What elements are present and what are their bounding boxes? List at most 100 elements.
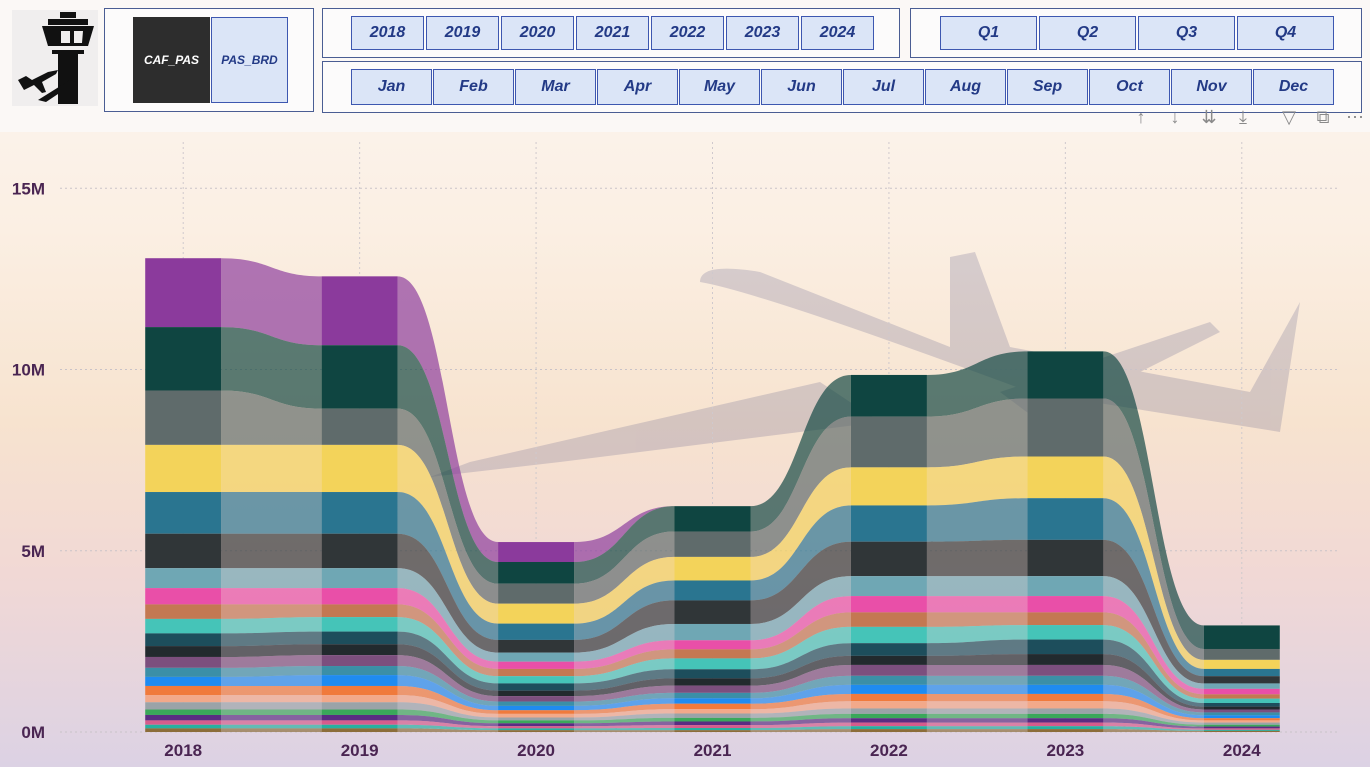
ribbon-segment-s11-2020[interactable]: [498, 690, 575, 697]
ribbon-segment-s18-2018[interactable]: [145, 709, 222, 715]
ribbon-connector-s13-4[interactable]: [926, 675, 1028, 685]
ribbon-connector-s20-2[interactable]: [574, 725, 675, 729]
ribbon-connector-s0-0[interactable]: [221, 258, 322, 346]
ribbon-connector-s14-5[interactable]: [1103, 684, 1204, 719]
ribbon-segment-s19-2020[interactable]: [498, 723, 575, 727]
ribbon-segment-s4-2020[interactable]: [498, 623, 575, 640]
ribbon-segment-s0-2018[interactable]: [145, 258, 222, 328]
ribbon-connector-s4-4[interactable]: [926, 498, 1028, 542]
ribbon-connector-s21-4[interactable]: [926, 726, 1028, 730]
filter-icon[interactable]: ▽: [1282, 106, 1296, 127]
ribbon-segment-s1-2018[interactable]: [145, 327, 222, 391]
ribbon-segment-s13-2018[interactable]: [145, 667, 222, 677]
ribbon-segment-s3-2022[interactable]: [850, 467, 927, 506]
ribbon-connector-s6-4[interactable]: [926, 576, 1028, 597]
ribbon-connector-s10-3[interactable]: [750, 643, 851, 679]
month-button-mar[interactable]: Mar: [515, 69, 596, 105]
ribbon-connector-s20-5[interactable]: [1103, 722, 1204, 730]
ribbon-connector-s8-1[interactable]: [397, 604, 499, 677]
more-options-icon[interactable]: ⋯: [1346, 106, 1364, 127]
ribbon-segment-s9-2019[interactable]: [321, 617, 398, 632]
ribbon-connector-s5-2[interactable]: [574, 600, 675, 653]
ribbon-connector-s2-4[interactable]: [926, 398, 1028, 468]
ribbon-segment-s13-2019[interactable]: [321, 666, 398, 676]
ribbon-segment-s6-2018[interactable]: [145, 568, 222, 589]
ribbon-segment-s14-2021[interactable]: [674, 698, 751, 704]
ribbon-connector-s9-4[interactable]: [926, 625, 1028, 644]
month-button-dec[interactable]: Dec: [1253, 69, 1334, 105]
ribbon-segment-s18-2020[interactable]: [498, 720, 575, 724]
ribbon-segment-s7-2018[interactable]: [145, 588, 222, 605]
ribbon-connector-s18-1[interactable]: [397, 709, 499, 724]
ribbon-segment-s2-2021[interactable]: [674, 531, 751, 557]
ribbon-segment-s6-2022[interactable]: [850, 576, 927, 597]
ribbon-connector-s13-0[interactable]: [221, 666, 322, 677]
ribbon-segment-s0-2020[interactable]: [498, 542, 575, 562]
ribbon-connector-s15-1[interactable]: [397, 685, 499, 714]
ribbon-segment-s17-2023[interactable]: [1027, 708, 1104, 714]
ribbon-connector-s11-1[interactable]: [397, 644, 499, 697]
ribbon-segment-s5-2019[interactable]: [321, 533, 398, 569]
ribbon-segment-s11-2021[interactable]: [674, 678, 751, 686]
ribbon-segment-s7-2023[interactable]: [1027, 596, 1104, 613]
ribbon-segment-s21-2020[interactable]: [498, 728, 575, 731]
ribbon-connector-s7-5[interactable]: [1103, 596, 1204, 695]
ribbon-connector-s16-4[interactable]: [926, 701, 1028, 709]
ribbon-connector-s18-3[interactable]: [750, 713, 851, 722]
ribbon-connector-s10-0[interactable]: [221, 631, 322, 647]
ribbon-segment-s5-2022[interactable]: [850, 541, 927, 577]
ribbon-segment-s20-2018[interactable]: [145, 720, 222, 725]
ribbon-connector-s0-1[interactable]: [397, 276, 499, 562]
ribbon-connector-s13-3[interactable]: [750, 675, 851, 699]
ribbon-segment-s1-2021[interactable]: [674, 506, 751, 532]
ribbon-connector-s20-0[interactable]: [221, 720, 322, 725]
ribbon-connector-s18-4[interactable]: [926, 713, 1028, 719]
ribbon-connector-s12-0[interactable]: [221, 655, 322, 668]
ribbon-segment-s4-2018[interactable]: [145, 492, 222, 534]
expand-hierarchy-icon[interactable]: ⤓: [1239, 106, 1247, 127]
ribbon-connector-s14-1[interactable]: [397, 675, 499, 711]
ribbon-segment-s11-2024[interactable]: [1203, 706, 1280, 710]
ribbon-segment-s14-2022[interactable]: [850, 684, 927, 694]
ribbon-connector-s15-0[interactable]: [221, 685, 322, 696]
ribbon-connector-s11-4[interactable]: [926, 654, 1028, 665]
ribbon-connector-s17-0[interactable]: [221, 702, 322, 710]
ribbon-segment-s12-2024[interactable]: [1203, 709, 1280, 713]
ribbon-connector-s8-4[interactable]: [926, 612, 1028, 627]
ribbon-segment-s18-2022[interactable]: [850, 713, 927, 719]
quarter-button-q3[interactable]: Q3: [1138, 16, 1235, 50]
ribbon-segment-s14-2023[interactable]: [1027, 684, 1104, 694]
ribbon-segment-s5-2020[interactable]: [498, 639, 575, 653]
ribbon-connector-s1-0[interactable]: [221, 327, 322, 409]
ribbon-segment-s22-2018[interactable]: [145, 728, 222, 732]
ribbon-connector-s1-2[interactable]: [574, 506, 675, 584]
month-button-may[interactable]: May: [679, 69, 760, 105]
ribbon-segment-s17-2019[interactable]: [321, 702, 398, 710]
ribbon-connector-s19-2[interactable]: [574, 721, 675, 727]
ribbon-segment-s21-2024[interactable]: [1203, 729, 1280, 731]
ribbon-segment-s22-2019[interactable]: [321, 728, 398, 732]
ribbon-connector-s14-3[interactable]: [750, 684, 851, 704]
ribbon-connector-s21-1[interactable]: [397, 724, 499, 731]
ribbon-connector-s10-5[interactable]: [1103, 639, 1204, 707]
ribbon-connector-s19-5[interactable]: [1103, 718, 1204, 729]
ribbon-connector-s20-3[interactable]: [750, 722, 851, 729]
ribbon-segment-s11-2023[interactable]: [1027, 654, 1104, 665]
ribbon-segment-s10-2021[interactable]: [674, 669, 751, 679]
year-button-2019[interactable]: 2019: [426, 16, 499, 50]
ribbon-segment-s18-2019[interactable]: [321, 709, 398, 715]
ribbon-connector-s12-2[interactable]: [574, 685, 675, 702]
year-button-2022[interactable]: 2022: [651, 16, 724, 50]
ribbon-connector-s0-2[interactable]: [574, 506, 675, 562]
ribbon-segment-s12-2023[interactable]: [1027, 664, 1104, 676]
ribbon-connector-s16-5[interactable]: [1103, 701, 1204, 723]
ribbon-segment-s22-2024[interactable]: [1203, 730, 1280, 732]
ribbon-connector-s6-2[interactable]: [574, 623, 675, 662]
ribbon-segment-s13-2020[interactable]: [498, 701, 575, 706]
ribbon-segment-s21-2022[interactable]: [850, 726, 927, 730]
ribbon-connector-s1-1[interactable]: [397, 345, 499, 584]
ribbon-connector-s6-3[interactable]: [750, 576, 851, 641]
ribbon-connector-s4-5[interactable]: [1103, 498, 1204, 677]
ribbon-segment-s18-2023[interactable]: [1027, 713, 1104, 719]
ribbon-connector-s19-4[interactable]: [926, 718, 1028, 723]
